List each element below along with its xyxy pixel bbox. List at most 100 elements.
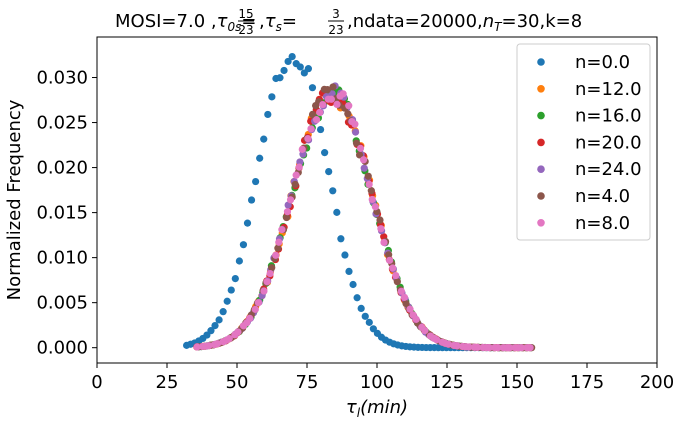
data-point (278, 226, 286, 234)
data-point (291, 180, 299, 189)
data-point (356, 144, 365, 152)
data-point (213, 340, 222, 348)
data-point (377, 225, 385, 233)
data-point (295, 163, 303, 171)
data-point (225, 334, 233, 343)
y-tick-label: 0.010 (36, 248, 88, 269)
title-ndata: ,ndata=20000, (347, 11, 483, 32)
y-tick-label: 0.030 (36, 68, 88, 89)
data-point (351, 120, 359, 128)
x-tick-label: 100 (360, 372, 394, 393)
data-point (367, 187, 375, 195)
data-point (329, 187, 337, 195)
data-point (365, 318, 373, 326)
data-point (319, 100, 327, 109)
data-point (316, 108, 324, 117)
x-axis-ticks: 0 25 50 75 100 125 150 175 200 (91, 363, 674, 393)
y-axis-label: Normalized Frequency (4, 99, 25, 300)
x-tick-label: 200 (640, 372, 674, 393)
series-n=16.0 (194, 86, 535, 352)
data-point (308, 84, 317, 92)
legend-label: n=4.0 (575, 186, 630, 207)
legend-item: n=8.0 (537, 213, 630, 234)
data-point (392, 271, 400, 280)
legend-box (516, 43, 651, 241)
y-tick-label: 0.015 (36, 203, 88, 224)
x-tick-label: 50 (226, 372, 249, 393)
title-taus-subscript: s (276, 20, 282, 34)
title-tau0s-denominator: 23 (238, 23, 253, 37)
title-nT-value: =30,k=8 (502, 11, 583, 32)
data-point (247, 196, 256, 204)
data-point (328, 90, 336, 98)
data-point (357, 304, 365, 313)
series-n=4.0 (195, 83, 536, 352)
data-point (393, 278, 401, 286)
data-point (260, 135, 268, 143)
title-prefix: MOSI=7.0 , (115, 11, 217, 32)
x-label-unit: (min) (360, 397, 408, 418)
legend-marker (537, 111, 545, 120)
title-taus-numerator: 3 (332, 7, 340, 21)
legend-label: n=0.0 (575, 52, 630, 73)
data-point (351, 128, 360, 136)
title-text-2: ,τs= (259, 11, 297, 34)
title-sep: , (259, 11, 265, 32)
x-label-subscript: l (357, 406, 361, 420)
data-point (323, 86, 331, 94)
data-point (517, 344, 525, 352)
data-point (389, 264, 397, 272)
data-point (280, 66, 288, 75)
data-point (292, 171, 300, 179)
legend-marker (537, 138, 545, 147)
data-point (380, 238, 388, 247)
data-point (219, 308, 227, 316)
series-n=8.0 (193, 90, 534, 352)
data-point (286, 196, 295, 204)
data-point (254, 299, 262, 307)
data-point (397, 287, 405, 295)
data-point (316, 125, 325, 134)
data-point (268, 264, 276, 272)
title-text: MOSI=7.0 ,τ0s= (115, 11, 256, 34)
data-point (345, 102, 353, 110)
data-point (252, 177, 260, 186)
data-point (268, 93, 276, 101)
data-point (386, 256, 394, 264)
legend-marker (537, 165, 545, 173)
legend-label: n=16.0 (575, 106, 642, 127)
x-label-tau: τ (346, 397, 357, 418)
data-point (345, 267, 353, 276)
series-n=24.0 (194, 82, 535, 352)
data-point (364, 172, 372, 180)
legend-marker (537, 85, 545, 93)
data-point (361, 312, 369, 320)
series-n=20.0 (193, 89, 534, 352)
data-point (264, 110, 272, 119)
y-axis-ticks: 0.000 0.005 0.010 0.015 0.020 0.025 0.030 (36, 68, 97, 359)
data-point (274, 244, 282, 252)
legend-item: n=4.0 (537, 186, 630, 207)
data-point (235, 257, 243, 265)
legend-marker (537, 192, 545, 200)
data-point (526, 344, 534, 352)
data-point (339, 90, 347, 98)
title-text-3: ,ndata=20000,nT=30,k=8 (347, 11, 582, 34)
data-point (298, 145, 306, 153)
x-axis-label: τl(min) (346, 397, 408, 420)
data-point (400, 293, 409, 301)
title-tau0s-symbol: τ (217, 11, 228, 32)
data-point (333, 208, 341, 216)
data-point (355, 151, 364, 159)
data-point (276, 74, 284, 82)
data-point (304, 65, 312, 73)
x-tick-label: 25 (156, 372, 179, 393)
x-axis-label-text: τl(min) (346, 397, 408, 420)
x-tick-label: 150 (500, 372, 534, 393)
data-point (284, 57, 292, 66)
data-point (485, 343, 493, 352)
data-point (359, 156, 368, 164)
x-tick-label: 125 (430, 372, 464, 393)
legend-item: n=24.0 (537, 159, 642, 180)
